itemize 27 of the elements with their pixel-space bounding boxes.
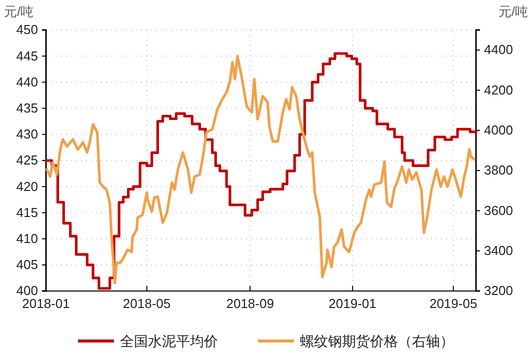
y-tick-label: 420 bbox=[16, 178, 38, 194]
x-tick-label: 2018-05 bbox=[122, 296, 171, 312]
y2-tick-label: 4000 bbox=[484, 122, 513, 138]
y-tick-label: 400 bbox=[16, 283, 38, 298]
y2-tick-label: 3800 bbox=[484, 162, 513, 178]
x-tick-label: 2018-01 bbox=[22, 296, 70, 312]
y2-tick-label: 4400 bbox=[484, 42, 513, 58]
y-tick-label: 405 bbox=[16, 257, 38, 272]
y-axis-title: 元/吨 bbox=[4, 4, 34, 19]
y-tick-label: 415 bbox=[16, 204, 38, 220]
y-tick-label: 445 bbox=[16, 48, 38, 64]
legend-label: 螺纹钢期货价格（右轴） bbox=[300, 333, 454, 349]
x-tick-label: 2019-01 bbox=[328, 296, 376, 312]
y-tick-label: 450 bbox=[16, 22, 38, 38]
y-tick-label: 410 bbox=[16, 230, 38, 246]
y-tick-label: 430 bbox=[16, 126, 38, 142]
x-tick-label: 2019-05 bbox=[429, 296, 478, 312]
y-tick-label: 435 bbox=[16, 100, 38, 116]
x-tick-label: 2018-09 bbox=[226, 296, 274, 312]
y2-tick-label: 3200 bbox=[484, 283, 513, 298]
y-tick-label: 425 bbox=[16, 152, 38, 168]
y-tick-label: 440 bbox=[16, 74, 38, 90]
y2-tick-label: 4200 bbox=[484, 82, 513, 98]
legend-label: 全国水泥平均价 bbox=[120, 333, 218, 349]
y2-tick-label: 3400 bbox=[484, 243, 513, 258]
y2-axis-title: 元/吨 bbox=[498, 4, 528, 19]
y2-tick-label: 3600 bbox=[484, 202, 513, 218]
